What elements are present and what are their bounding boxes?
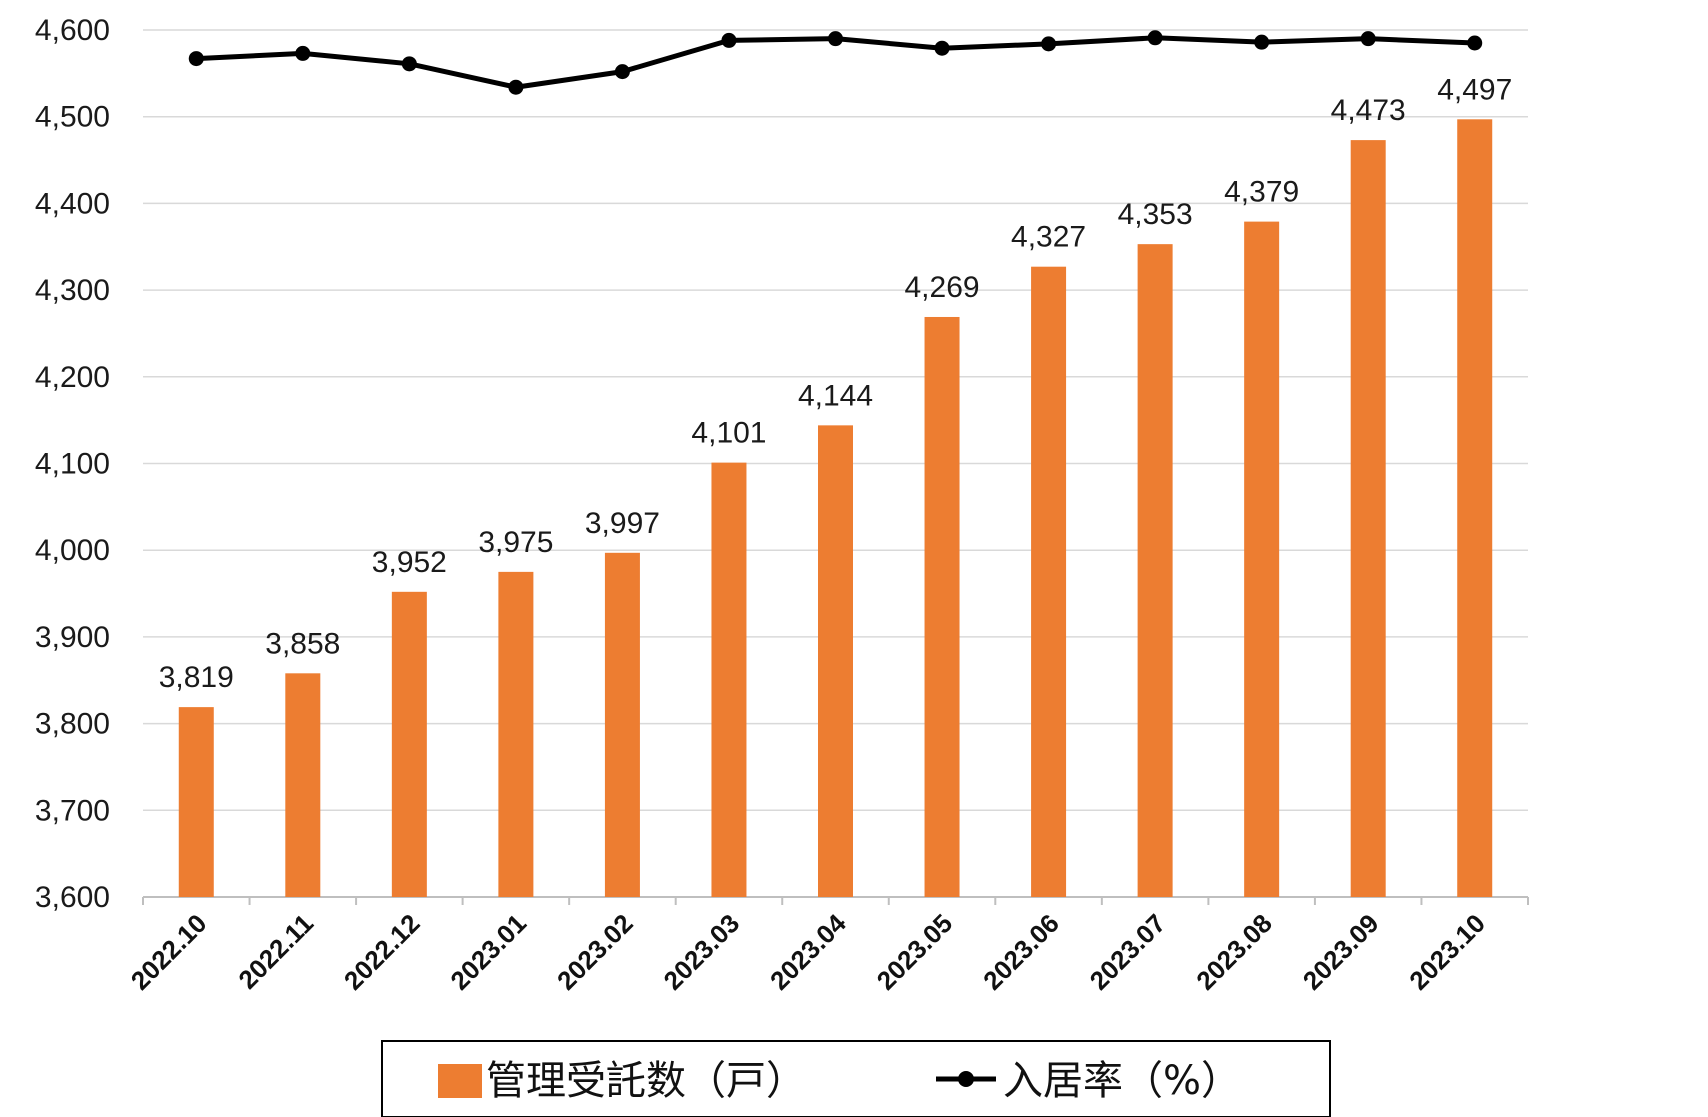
line-point	[721, 32, 737, 48]
bar-data-label: 4,101	[691, 417, 766, 450]
x-category-label: 2023.07	[1084, 908, 1172, 996]
bar	[1031, 266, 1067, 897]
bar-data-label: 4,379	[1224, 176, 1299, 209]
bar-data-label: 4,497	[1437, 73, 1512, 106]
line-point	[934, 40, 950, 56]
y-tick-label: 4,000	[35, 534, 110, 567]
y-tick-label: 4,300	[35, 274, 110, 307]
legend: 管理受託数（戸） 入居率（%）	[381, 1040, 1331, 1117]
bar-data-label: 3,819	[159, 661, 234, 694]
bar	[285, 673, 321, 897]
legend-bar-swatch	[438, 1064, 482, 1098]
line-point	[401, 56, 417, 72]
legend-line-marker	[958, 1071, 974, 1087]
bar-series	[178, 119, 1493, 898]
bar-data-label: 4,353	[1118, 198, 1193, 231]
y-tick-label: 3,700	[35, 794, 110, 827]
data-labels: 3,819 3,858 3,952 3,975 3,997 4,101 4,144 4,269…	[159, 73, 1513, 694]
x-category-label: 2023.08	[1190, 908, 1278, 996]
bar	[1350, 140, 1386, 897]
y-tick-label: 4,600	[35, 14, 110, 47]
x-category-label: 2023.04	[764, 908, 852, 996]
x-category-label: 2022.10	[125, 908, 213, 996]
y-tick-label: 4,500	[35, 101, 110, 134]
axes: 3,600 3,700 3,800 3,900 4,000 4,100 4,200 4,300…	[35, 14, 1529, 996]
bar-data-label: 3,952	[372, 546, 447, 579]
bar	[818, 425, 853, 897]
bar-data-label: 3,975	[478, 526, 553, 559]
bar-data-label: 4,144	[798, 379, 873, 412]
bar	[711, 462, 747, 897]
x-category-label: 2022.11	[232, 908, 319, 995]
bar	[1457, 119, 1493, 897]
x-category-label: 2023.09	[1297, 908, 1385, 996]
line-point	[1254, 34, 1270, 50]
line-point	[1147, 30, 1163, 46]
legend-line-label: 入居率（%）	[1003, 1058, 1241, 1104]
y-tick-label: 4,400	[35, 187, 110, 220]
y-tick-label: 4,100	[35, 448, 110, 481]
y-tick-label: 3,600	[35, 881, 110, 914]
x-category-label: 2023.10	[1403, 908, 1491, 996]
y-tick-label: 4,200	[35, 361, 110, 394]
line-point	[508, 79, 524, 95]
line-point	[188, 51, 204, 67]
x-category-label: 2023.06	[977, 908, 1065, 996]
x-category-label: 2022.12	[338, 908, 426, 996]
line-series	[188, 30, 1483, 95]
bar	[391, 591, 427, 897]
bar-data-label: 4,473	[1331, 94, 1406, 127]
y-tick-label: 3,900	[35, 621, 110, 654]
x-category-label: 2023.01	[444, 908, 532, 996]
bar	[604, 552, 640, 897]
bar-data-label: 3,858	[265, 627, 340, 660]
line-point	[1467, 35, 1483, 51]
line-point	[828, 31, 843, 47]
bar-data-label: 4,327	[1011, 221, 1086, 254]
bar	[924, 316, 960, 897]
bar-data-label: 3,997	[585, 507, 660, 540]
bar	[178, 707, 214, 897]
bar	[1244, 221, 1280, 897]
bar	[498, 571, 534, 897]
x-category-label: 2023.02	[551, 908, 639, 996]
legend-box	[381, 1040, 1331, 1117]
bar-data-label: 4,269	[904, 271, 979, 304]
line-point	[614, 64, 630, 80]
x-category-label: 2023.03	[658, 908, 746, 996]
bar	[1137, 244, 1173, 898]
line-point	[1041, 36, 1057, 52]
y-tick-label: 3,800	[35, 708, 110, 741]
line-point	[1360, 31, 1376, 47]
legend-bar-label: 管理受託数（戸）	[486, 1058, 806, 1104]
x-category-label: 2023.05	[871, 908, 959, 996]
line-point	[295, 45, 311, 61]
